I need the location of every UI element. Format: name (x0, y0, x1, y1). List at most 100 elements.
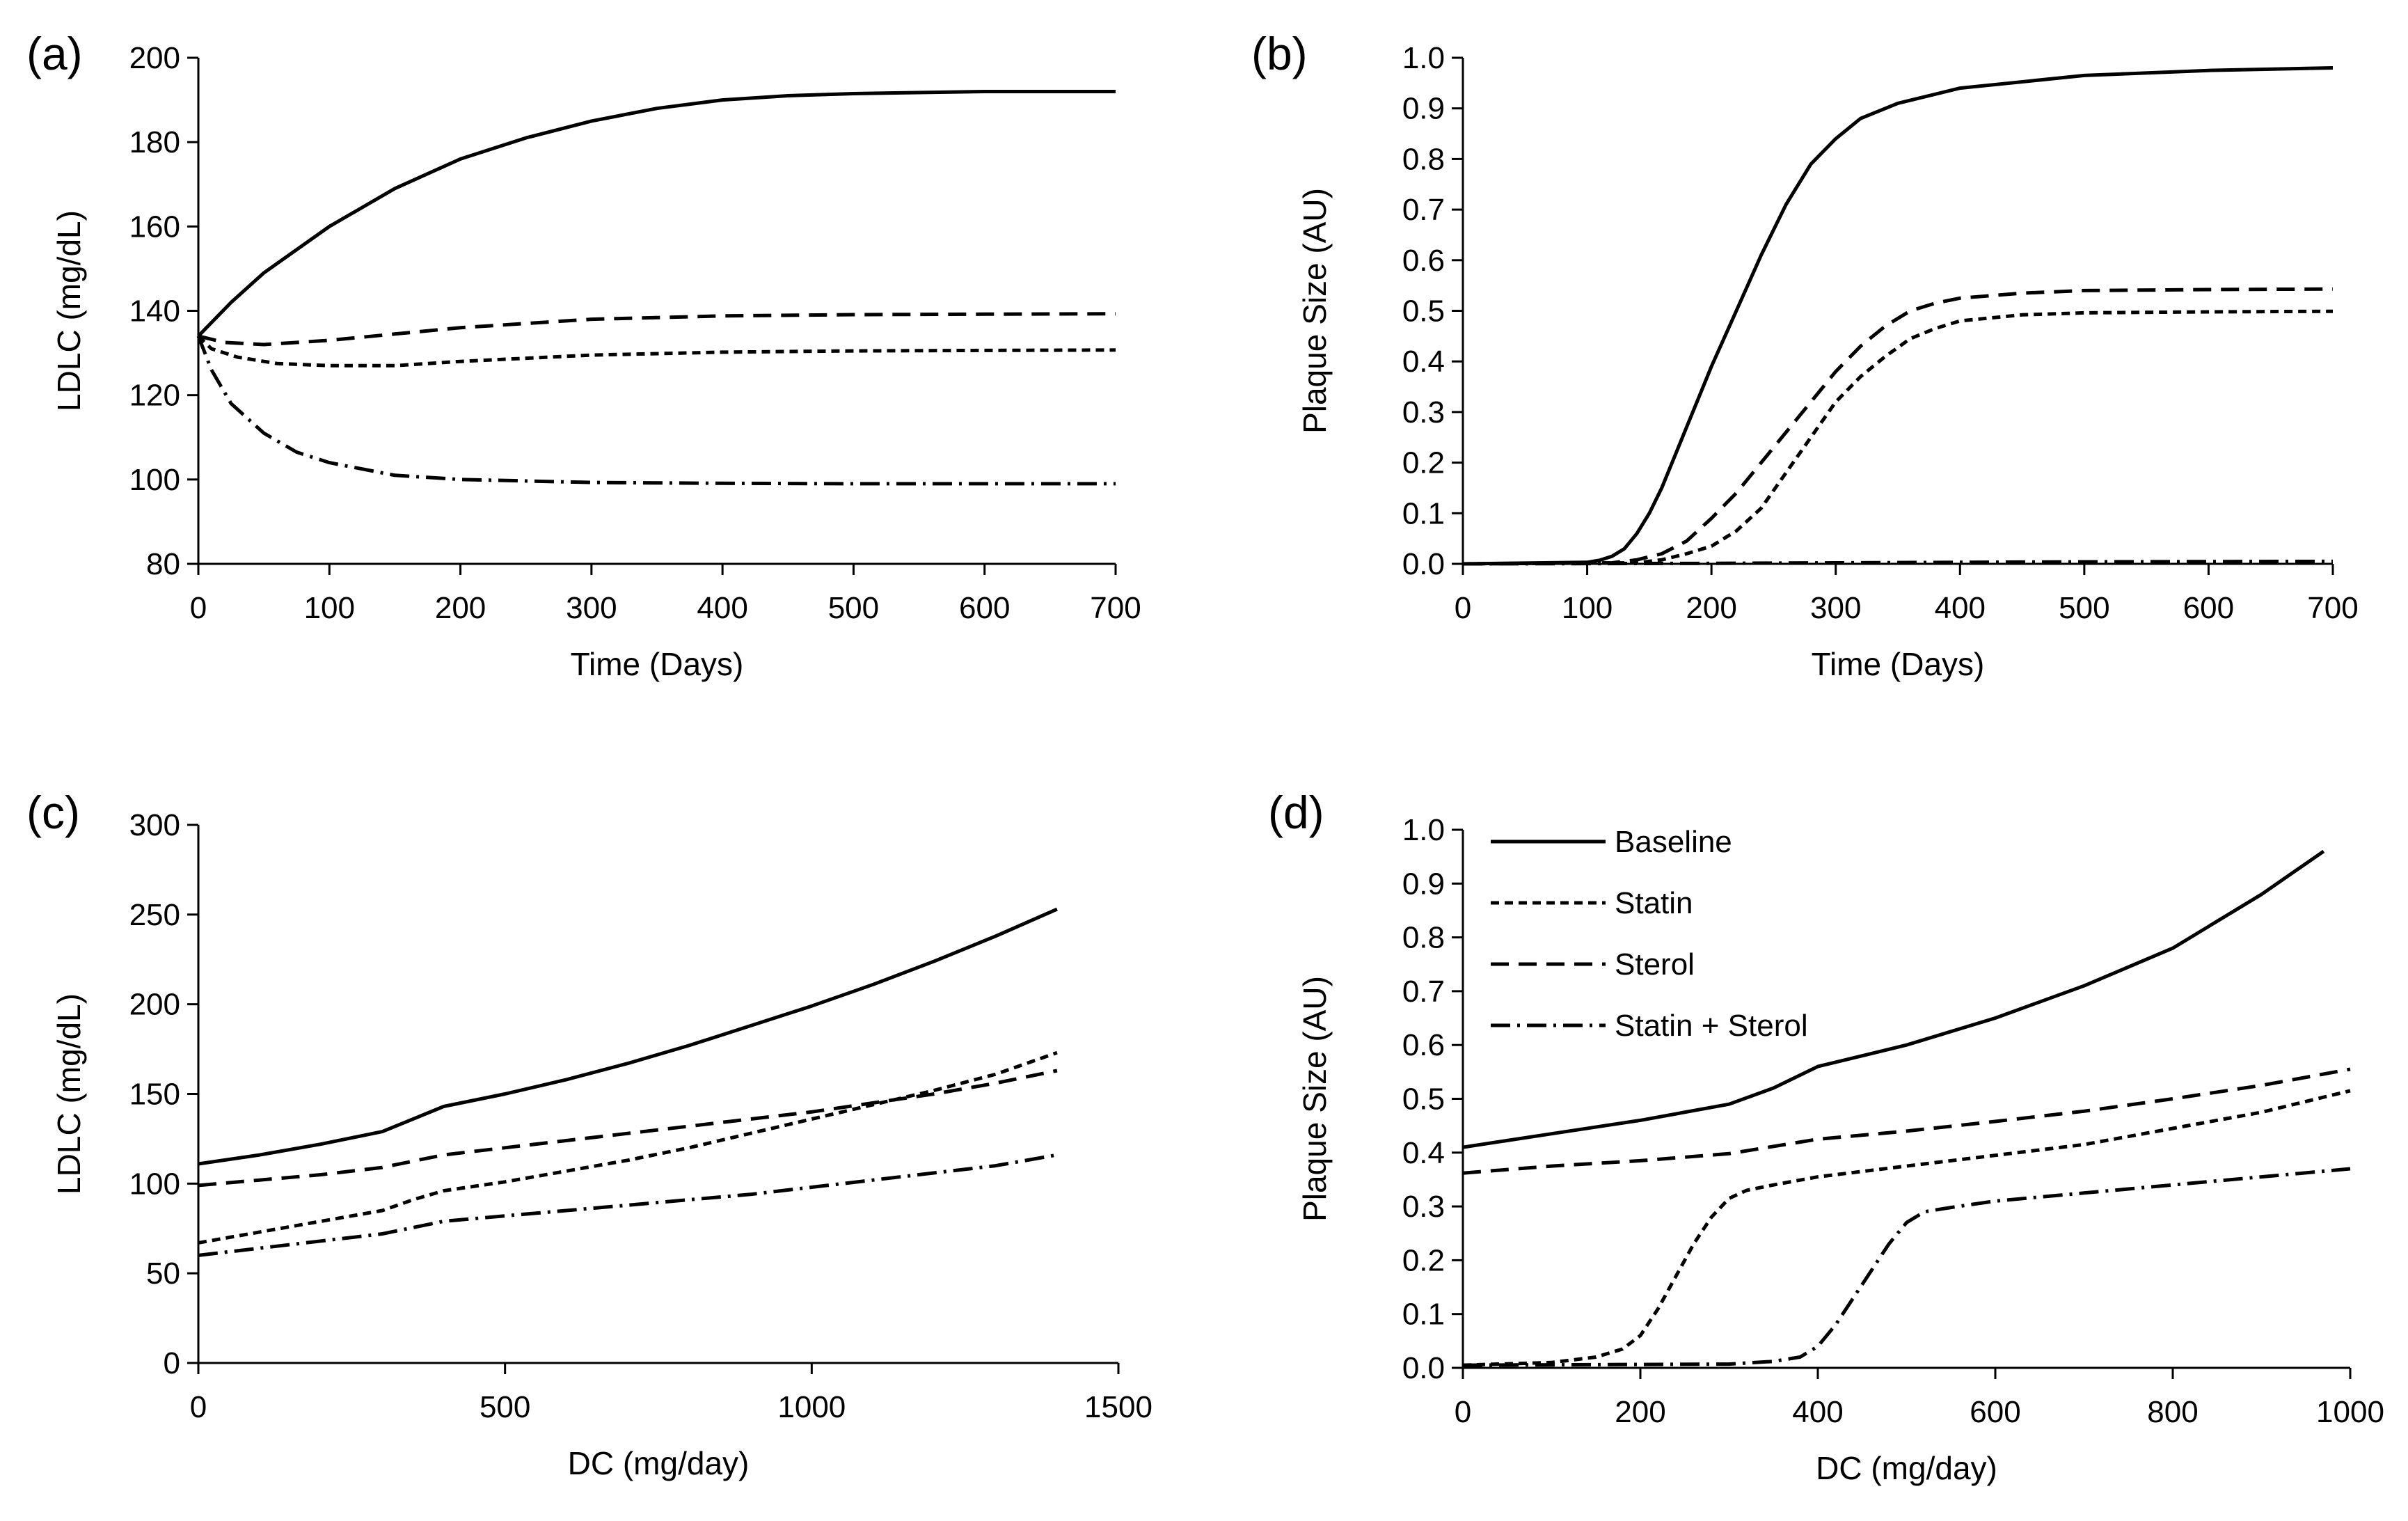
series-line-baseline (197, 90, 1116, 338)
x-tick-label: 300 (566, 591, 617, 625)
y-tick-label: 0.7 (1402, 975, 1445, 1009)
y-tick-label: 0.3 (1402, 395, 1445, 429)
series-line-sterol (198, 312, 1116, 347)
y-tick-label: 0.6 (1402, 244, 1445, 278)
panel-label: (d) (1268, 787, 1324, 838)
series-line-statin (1462, 309, 2334, 566)
panel-a: 80 100 120 140 160 180 200 0 100 200 300 400 500 600 7… (26, 28, 1141, 682)
x-tick-label: 200 (1615, 1395, 1665, 1429)
y-tick-label: 0.0 (1402, 547, 1445, 581)
series-line-statin-sterol (196, 335, 1116, 486)
x-tick-label: 600 (2183, 591, 2234, 625)
series-line-sterol (198, 1069, 1058, 1188)
y-tick-label: 0.4 (1402, 1136, 1445, 1170)
x-tick-label: 1500 (1084, 1390, 1152, 1424)
y-tick-label: 0.9 (1402, 867, 1445, 901)
x-tick-label: 100 (304, 591, 355, 625)
legend: Baseline Statin Sterol Statin + Sterol (1491, 825, 1808, 1043)
y-axis-title: Plaque Size (AU) (1297, 976, 1333, 1222)
panel-c: 0 50 100 150 200 250 300 0 500 1000 1500 DC (mg/day… (26, 787, 1152, 1481)
y-tick-label: 0.8 (1402, 142, 1445, 176)
y-axis-title: LDLC (mg/dL) (51, 210, 87, 411)
x-tick-label: 0 (1455, 591, 1471, 625)
legend-label: Sterol (1615, 947, 1695, 982)
panel-d: 0.0 0.1 0.2 0.3 0.4 0.5 0.6 0.7 0.8 0.9 1.0 0 200 400… (1268, 787, 2384, 1486)
x-axis-title: Time (Days) (1812, 646, 1985, 682)
y-tick-label: 0.9 (1402, 92, 1445, 126)
y-tick-label: 0.1 (1402, 1298, 1445, 1332)
y-tick-label: 0.5 (1402, 1082, 1445, 1117)
series-line-baseline (1462, 66, 2334, 566)
y-tick-label: 0.4 (1402, 345, 1445, 379)
y-tick-label: 250 (129, 898, 180, 932)
series-line-statin-sterol (1462, 1167, 2351, 1367)
y-tick-label: 160 (129, 210, 180, 244)
x-tick-label: 100 (1562, 591, 1613, 625)
y-tick-label: 1.0 (1402, 41, 1445, 75)
x-tick-label: 800 (2147, 1395, 2198, 1429)
x-tick-label: 500 (480, 1390, 530, 1424)
x-tick-label: 400 (1935, 591, 1986, 625)
x-tick-label: 0 (190, 591, 207, 625)
y-tick-label: 140 (129, 294, 180, 329)
x-tick-label: 200 (435, 591, 486, 625)
y-tick-label: 0.5 (1402, 294, 1445, 329)
x-tick-label: 1000 (2316, 1395, 2384, 1429)
series-line-baseline (1462, 849, 2325, 1149)
series-line-sterol (1462, 1067, 2351, 1175)
y-axis-title: Plaque Size (AU) (1297, 188, 1333, 434)
y-tick-label: 300 (129, 808, 180, 842)
x-tick-label: 400 (1792, 1395, 1843, 1429)
y-tick-label: 50 (146, 1256, 180, 1291)
panel-label: (a) (26, 28, 83, 79)
y-tick-label: 200 (129, 41, 180, 75)
series-line-statin (1462, 1089, 2351, 1367)
y-tick-label: 100 (129, 463, 180, 497)
y-tick-label: 0 (164, 1346, 180, 1380)
y-tick-label: 0.0 (1402, 1351, 1445, 1385)
y-tick-label: 150 (129, 1078, 180, 1112)
x-tick-label: 500 (2059, 591, 2109, 625)
panel-b: 0.0 0.1 0.2 0.3 0.4 0.5 0.6 0.7 0.8 0.9 1.0 0 100 200… (1251, 28, 2359, 682)
legend-label: Baseline (1615, 825, 1732, 859)
y-tick-label: 0.2 (1402, 446, 1445, 480)
y-tick-label: 1.0 (1402, 813, 1445, 847)
y-tick-label: 200 (129, 988, 180, 1022)
x-tick-label: 700 (2307, 591, 2358, 625)
x-tick-label: 700 (1090, 591, 1141, 625)
x-axis-title: DC (mg/day) (1816, 1450, 1997, 1486)
x-tick-label: 500 (828, 591, 879, 625)
x-tick-label: 1000 (777, 1390, 846, 1424)
y-tick-label: 80 (146, 547, 180, 581)
y-tick-label: 100 (129, 1167, 180, 1201)
legend-label: Statin + Sterol (1615, 1009, 1808, 1043)
series-line-baseline (198, 907, 1058, 1166)
y-tick-label: 0.1 (1402, 496, 1445, 530)
y-tick-label: 0.3 (1402, 1190, 1445, 1224)
y-tick-label: 120 (129, 379, 180, 413)
x-tick-label: 600 (1970, 1395, 2020, 1429)
panel-label: (b) (1251, 28, 1308, 79)
x-tick-label: 300 (1810, 591, 1861, 625)
x-tick-label: 0 (190, 1390, 207, 1424)
x-tick-label: 600 (959, 591, 1010, 625)
y-tick-label: 0.2 (1402, 1243, 1445, 1277)
x-axis-title: Time (Days) (571, 646, 744, 682)
y-tick-label: 0.7 (1402, 193, 1445, 227)
x-tick-label: 200 (1686, 591, 1736, 625)
series-line-statin-sterol (198, 1153, 1058, 1257)
panel-label: (c) (26, 787, 80, 838)
y-tick-label: 180 (129, 125, 180, 159)
series-line-statin (198, 1050, 1058, 1245)
x-tick-label: 400 (697, 591, 747, 625)
y-tick-label: 0.6 (1402, 1028, 1445, 1062)
y-axis-title: LDLC (mg/dL) (51, 993, 87, 1195)
series-line-statin-sterol (1462, 559, 2334, 566)
x-tick-label: 0 (1455, 1395, 1471, 1429)
y-tick-label: 0.8 (1402, 921, 1445, 955)
series-line-sterol (1462, 287, 2334, 566)
legend-label: Statin (1615, 886, 1693, 920)
x-axis-title: DC (mg/day) (568, 1445, 750, 1481)
series-line-statin (197, 335, 1116, 368)
